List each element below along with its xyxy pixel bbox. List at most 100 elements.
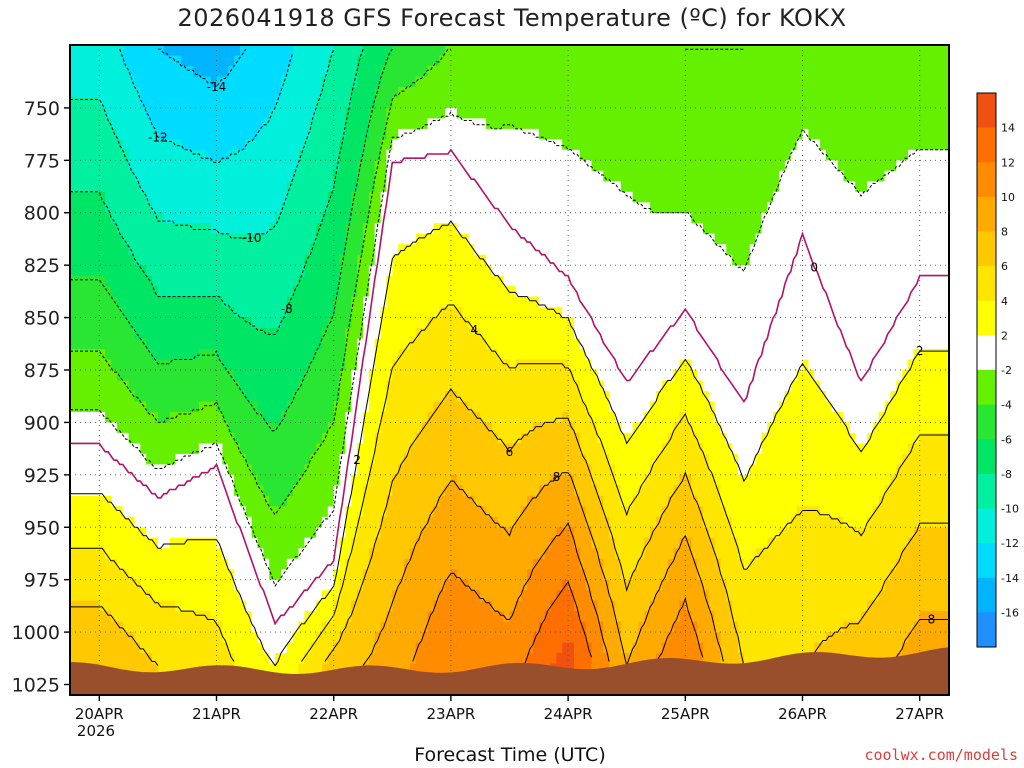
temperature-cell: [357, 223, 364, 235]
temperature-cell: [93, 548, 100, 560]
temperature-cell: [140, 338, 147, 350]
temperature-cell: [515, 338, 522, 350]
temperature-cell: [468, 349, 475, 361]
temperature-cell: [99, 464, 106, 476]
temperature-cell: [257, 527, 264, 539]
temperature-cell: [81, 128, 89, 140]
temperature-cell: [75, 191, 83, 203]
temperature-cell: [275, 527, 282, 539]
temperature-cell: [228, 380, 235, 392]
temperature-cell: [398, 411, 405, 423]
temperature-cell: [386, 265, 393, 277]
temperature-cell: [152, 485, 159, 497]
temperature-cell: [304, 286, 311, 298]
temperature-cell: [509, 411, 516, 423]
temperature-cell: [275, 76, 282, 88]
temperature-cell: [152, 317, 159, 329]
temperature-cell: [99, 128, 106, 140]
temperature-cell: [234, 328, 241, 340]
temperature-cell: [345, 548, 352, 560]
temperature-cell: [538, 55, 546, 67]
temperature-cell: [269, 66, 276, 78]
temperature-cell: [239, 537, 247, 549]
temperature-cell: [322, 443, 329, 455]
temperature-cell: [368, 160, 376, 172]
temperature-cell: [181, 328, 188, 340]
temperature-cell: [439, 495, 446, 507]
temperature-cell: [392, 485, 399, 497]
temperature-cell: [111, 181, 118, 193]
temperature-cell: [345, 359, 352, 371]
temperature-cell: [234, 202, 241, 214]
temperature-cell: [81, 265, 89, 277]
temperature-cell: [398, 128, 405, 140]
temperature-cell: [515, 296, 522, 308]
temperature-cell: [198, 296, 206, 308]
temperature-cell: [210, 191, 218, 203]
temperature-cell: [245, 181, 253, 193]
temperature-cell: [538, 338, 546, 350]
temperature-cell: [497, 453, 505, 465]
temperature-cell: [204, 380, 212, 392]
temperature-cell: [316, 464, 323, 476]
temperature-cell: [222, 391, 229, 403]
temperature-cell: [75, 160, 83, 172]
temperature-cell: [392, 516, 399, 528]
temperature-cell: [239, 485, 247, 497]
temperature-cell: [239, 569, 247, 581]
temperature-cell: [509, 170, 516, 182]
temperature-cell: [111, 370, 118, 382]
temperature-cell: [222, 45, 229, 57]
temperature-cell: [491, 118, 499, 130]
temperature-cell: [222, 464, 229, 476]
temperature-cell: [351, 223, 358, 235]
temperature-cell: [122, 286, 130, 298]
temperature-cell: [193, 286, 200, 298]
temperature-cell: [450, 191, 458, 203]
temperature-cell: [497, 432, 505, 444]
temperature-cell: [310, 328, 317, 340]
temperature-cell: [409, 275, 417, 287]
temperature-cell: [532, 181, 540, 193]
temperature-cell: [532, 223, 540, 235]
temperature-cell: [368, 349, 376, 361]
temperature-cell: [339, 170, 347, 182]
temperature-cell: [345, 66, 352, 78]
temperature-cell: [486, 160, 493, 172]
temperature-cell: [245, 265, 253, 277]
temperature-cell: [333, 338, 341, 350]
temperature-cell: [456, 97, 464, 109]
temperature-cell: [427, 401, 434, 413]
temperature-cell: [122, 663, 130, 675]
temperature-cell: [474, 391, 481, 403]
temperature-cell: [105, 569, 112, 581]
temperature-cell: [538, 296, 546, 308]
temperature-cell: [128, 317, 136, 329]
temperature-cell: [210, 76, 218, 88]
temperature-cell: [368, 401, 376, 413]
temperature-cell: [439, 107, 446, 119]
temperature-cell: [93, 516, 100, 528]
temperature-cell: [409, 265, 417, 277]
temperature-cell: [345, 181, 352, 193]
temperature-cell: [251, 349, 259, 361]
temperature-cell: [198, 422, 206, 434]
temperature-cell: [275, 107, 282, 119]
temperature-cell: [116, 296, 124, 308]
temperature-cell: [404, 275, 411, 287]
temperature-cell: [275, 244, 282, 256]
temperature-cell: [427, 170, 434, 182]
temperature-cell: [152, 600, 159, 612]
temperature-cell: [263, 642, 270, 654]
temperature-cell: [310, 45, 317, 57]
temperature-cell: [509, 212, 516, 224]
temperature-cell: [228, 170, 235, 182]
temperature-cell: [81, 244, 89, 256]
temperature-cell: [169, 432, 177, 444]
temperature-cell: [157, 506, 165, 518]
temperature-cell: [298, 118, 305, 130]
temperature-cell: [357, 642, 364, 654]
temperature-cell: [363, 432, 370, 444]
temperature-cell: [532, 359, 540, 371]
temperature-cell: [333, 380, 341, 392]
